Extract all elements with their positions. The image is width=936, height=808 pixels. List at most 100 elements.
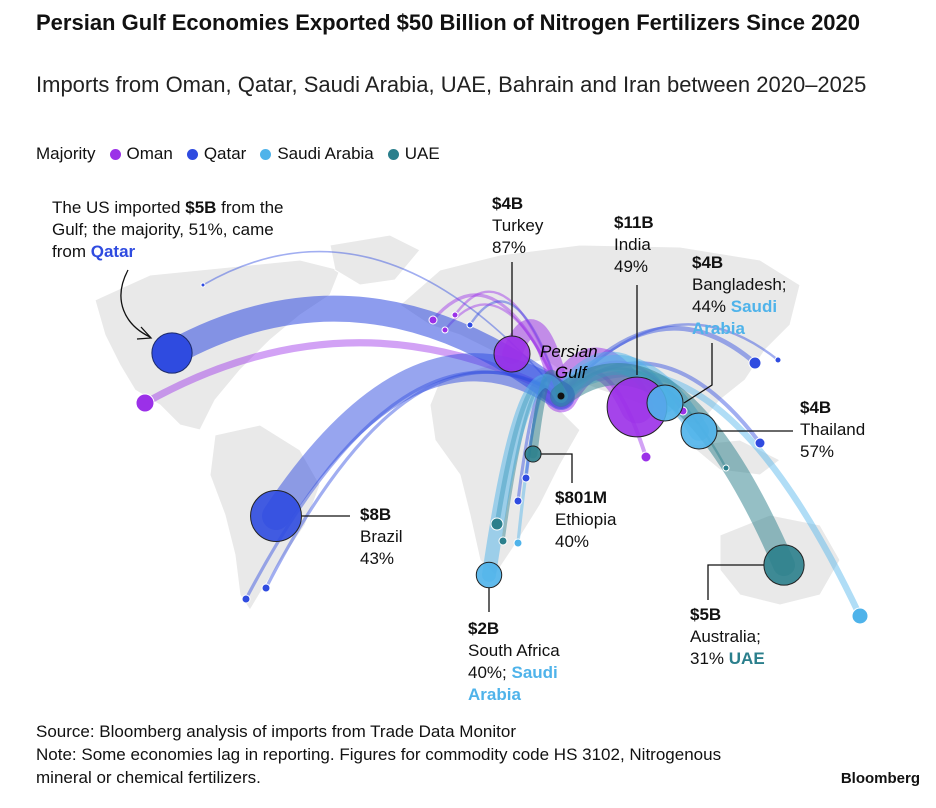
note: Note: Some economies lag in reporting. F…: [36, 745, 722, 787]
note-amount: $5B: [185, 198, 217, 217]
minor-bubble: [441, 326, 449, 334]
callout-majority: Saudi Arabia: [468, 663, 558, 704]
callout-share-line: 87%: [492, 237, 602, 259]
callout-country: Brazil: [360, 527, 403, 546]
callout-share-line: 57%: [800, 441, 910, 463]
flow: [261, 353, 576, 531]
callout: $2B South Africa 40%; Saudi Arabia: [468, 618, 608, 706]
bubble: [680, 412, 718, 450]
callout-share: 43%: [360, 549, 395, 568]
callout-amount: $801M: [555, 488, 607, 507]
callout-amount: $8B: [360, 505, 392, 524]
callout-majority: Saudi Arabia: [692, 297, 778, 338]
legend-text: Saudi Arabia: [277, 144, 374, 163]
minor-bubble: [722, 464, 730, 472]
legend-swatch: [260, 148, 272, 160]
us-note: The US imported $5B from the Gulf; the m…: [52, 197, 297, 263]
callout-share-line: 31% UAE: [690, 648, 830, 670]
minor-bubble: [640, 451, 652, 463]
note-text: The US imported: [52, 198, 186, 217]
callout: $801M Ethiopia 40%: [555, 487, 655, 553]
legend-swatch: [186, 148, 198, 160]
callout-share: 31%: [690, 649, 725, 668]
legend-text: UAE: [404, 144, 440, 163]
legend-item: UAE: [387, 144, 440, 164]
minor-bubble: [428, 315, 438, 325]
minor-bubble: [851, 607, 869, 625]
subtitle: Imports from Oman, Qatar, Saudi Arabia, …: [36, 72, 867, 97]
legend-label: Majority: [36, 144, 96, 163]
leader-line: [707, 564, 764, 600]
minor-bubble: [261, 583, 271, 593]
bubble: [151, 332, 193, 374]
bubbles: [135, 282, 869, 625]
callout-country: India: [614, 235, 651, 254]
callout: $4B Turkey 87%: [492, 193, 602, 259]
bubble: [250, 490, 302, 542]
callout-amount: $4B: [800, 398, 832, 417]
minor-bubble: [748, 356, 762, 370]
us-arrow: [120, 269, 151, 338]
title: Persian Gulf Economies Exported $50 Bill…: [36, 10, 861, 35]
footer: Source: Bloomberg analysis of imports fr…: [36, 720, 726, 789]
callout: $4B Bangladesh; 44% Saudi Arabia: [692, 252, 822, 340]
origin-label-line: Persian: [540, 342, 598, 361]
origin-label: Persian Gulf: [540, 342, 602, 382]
leader-line: [540, 453, 573, 483]
callout-amount: $4B: [692, 253, 724, 272]
minor-bubble: [513, 496, 523, 506]
legend-text: Oman: [126, 144, 173, 163]
minor-bubble: [513, 538, 523, 548]
callout-share: 57%: [800, 442, 835, 461]
callout-country: South Africa: [468, 641, 560, 660]
legend-item: Saudi Arabia: [260, 144, 374, 164]
bubble: [475, 561, 503, 589]
minor-bubble: [241, 594, 251, 604]
bubble: [524, 445, 542, 463]
brand: Bloomberg: [840, 770, 920, 787]
callout-share-line: 40%; Saudi Arabia: [468, 662, 608, 706]
minor-bubble: [521, 473, 531, 483]
minor-bubble: [498, 536, 508, 546]
note-majority: Qatar: [90, 242, 136, 261]
minor-bubble: [466, 321, 474, 329]
legend-item: Qatar: [186, 144, 246, 164]
leader-line: [683, 343, 713, 404]
callout-share: 40%;: [468, 663, 507, 682]
callout: $4B Thailand 57%: [800, 397, 910, 463]
greenland: [329, 234, 421, 286]
minor-bubble: [774, 356, 782, 364]
minor-bubble: [490, 517, 504, 531]
callout-share-line: 40%: [555, 531, 655, 553]
leader-lines: [120, 262, 793, 612]
bubble: [493, 335, 531, 373]
minor-bubble: [135, 393, 155, 413]
callout-amount: $4B: [492, 194, 524, 213]
legend-item: Oman: [109, 144, 173, 164]
bubble: [763, 544, 805, 586]
callout-share-line: 49%: [614, 256, 704, 278]
callout-share: 44%: [692, 297, 727, 316]
callout-country: Australia;: [690, 627, 761, 646]
callout-share-line: 43%: [360, 548, 460, 570]
callout-country: Ethiopia: [555, 510, 617, 529]
legend-swatch: [387, 148, 399, 160]
flow: [481, 374, 569, 583]
callout: $5B Australia; 31% UAE: [690, 604, 830, 670]
callout-amount: $2B: [468, 619, 500, 638]
bubble: [646, 384, 684, 422]
callout-majority: UAE: [728, 649, 765, 668]
callout-share: 87%: [492, 238, 527, 257]
minor-bubble: [754, 437, 766, 449]
callout-share-line: 44% Saudi Arabia: [692, 296, 822, 340]
source: Source: Bloomberg analysis of imports fr…: [36, 722, 516, 741]
legend-swatch: [109, 148, 121, 160]
origin-dot: [557, 392, 565, 400]
legend: Majority Oman Qatar Saudi Arabia UAE: [36, 144, 440, 164]
callout-country: Turkey: [492, 216, 544, 235]
callout-amount: $5B: [690, 605, 722, 624]
note-text: from the Gulf; the majority, 51%, came f…: [52, 198, 284, 261]
callout-country: Thailand: [800, 420, 866, 439]
